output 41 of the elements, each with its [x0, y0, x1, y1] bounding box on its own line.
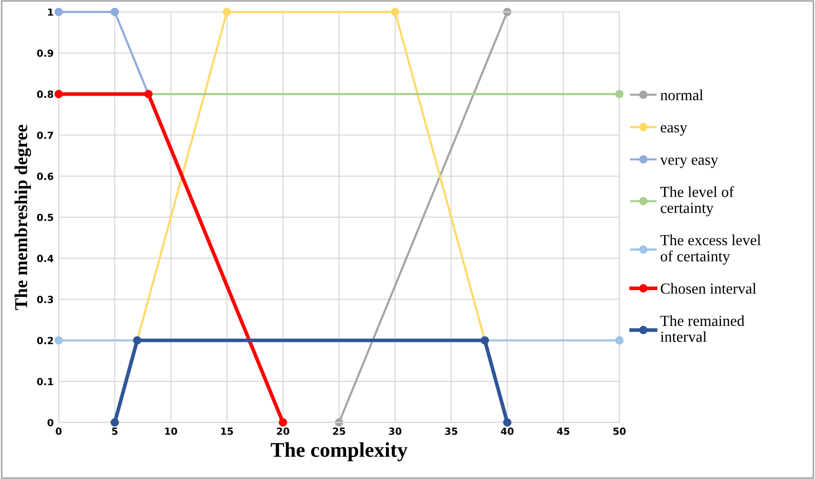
legend-label: The remained interval: [660, 315, 744, 342]
y-tick-label: 0.4: [37, 254, 54, 262]
y-tick-label: 0.2: [37, 336, 53, 344]
x-tick-label: 50: [613, 428, 626, 435]
x-axis-title: The complexity: [270, 442, 408, 462]
y-tick-label: 1: [48, 8, 54, 16]
x-tick-label: 30: [389, 428, 402, 435]
x-tick-label: 25: [333, 428, 346, 435]
y-tick-label: 0.7: [37, 132, 54, 139]
point: [144, 90, 153, 98]
x-tick-label: 35: [445, 428, 458, 435]
point: [54, 336, 63, 345]
point: [133, 336, 142, 345]
y-tick-label: 0.9: [37, 50, 54, 57]
x-tick-label: 20: [276, 428, 290, 435]
legend-label: The level of certainty: [660, 186, 734, 216]
legend-label: very easy: [660, 158, 718, 168]
x-tick-label: 40: [500, 428, 514, 435]
legend-label: normal: [660, 90, 704, 100]
point: [615, 90, 624, 98]
y-tick-label: 0.1: [37, 378, 54, 386]
y-axis-title: The membreship degree: [14, 124, 32, 310]
y-tick-label: 0.6: [37, 172, 54, 180]
point: [390, 8, 400, 16]
y-tick-label: 0.8: [37, 90, 54, 98]
legend-label: easy: [660, 125, 688, 136]
y-tick-label: 0.3: [37, 296, 54, 304]
point: [110, 8, 119, 16]
x-tick-label: 0: [56, 428, 62, 435]
point: [615, 336, 624, 345]
x-tick-label: 5: [112, 428, 118, 435]
x-tick-label: 15: [221, 428, 233, 435]
x-tick-label: 45: [557, 428, 570, 435]
point: [54, 8, 63, 16]
x-tick-label: 10: [165, 428, 178, 435]
legend-label: Chosen interval: [660, 283, 756, 294]
legend-label: The excess level of certainty: [660, 234, 761, 265]
y-tick-label: 0.5: [37, 214, 54, 222]
point: [480, 336, 489, 345]
y-tick-label: 0: [48, 418, 54, 426]
point: [222, 8, 232, 16]
